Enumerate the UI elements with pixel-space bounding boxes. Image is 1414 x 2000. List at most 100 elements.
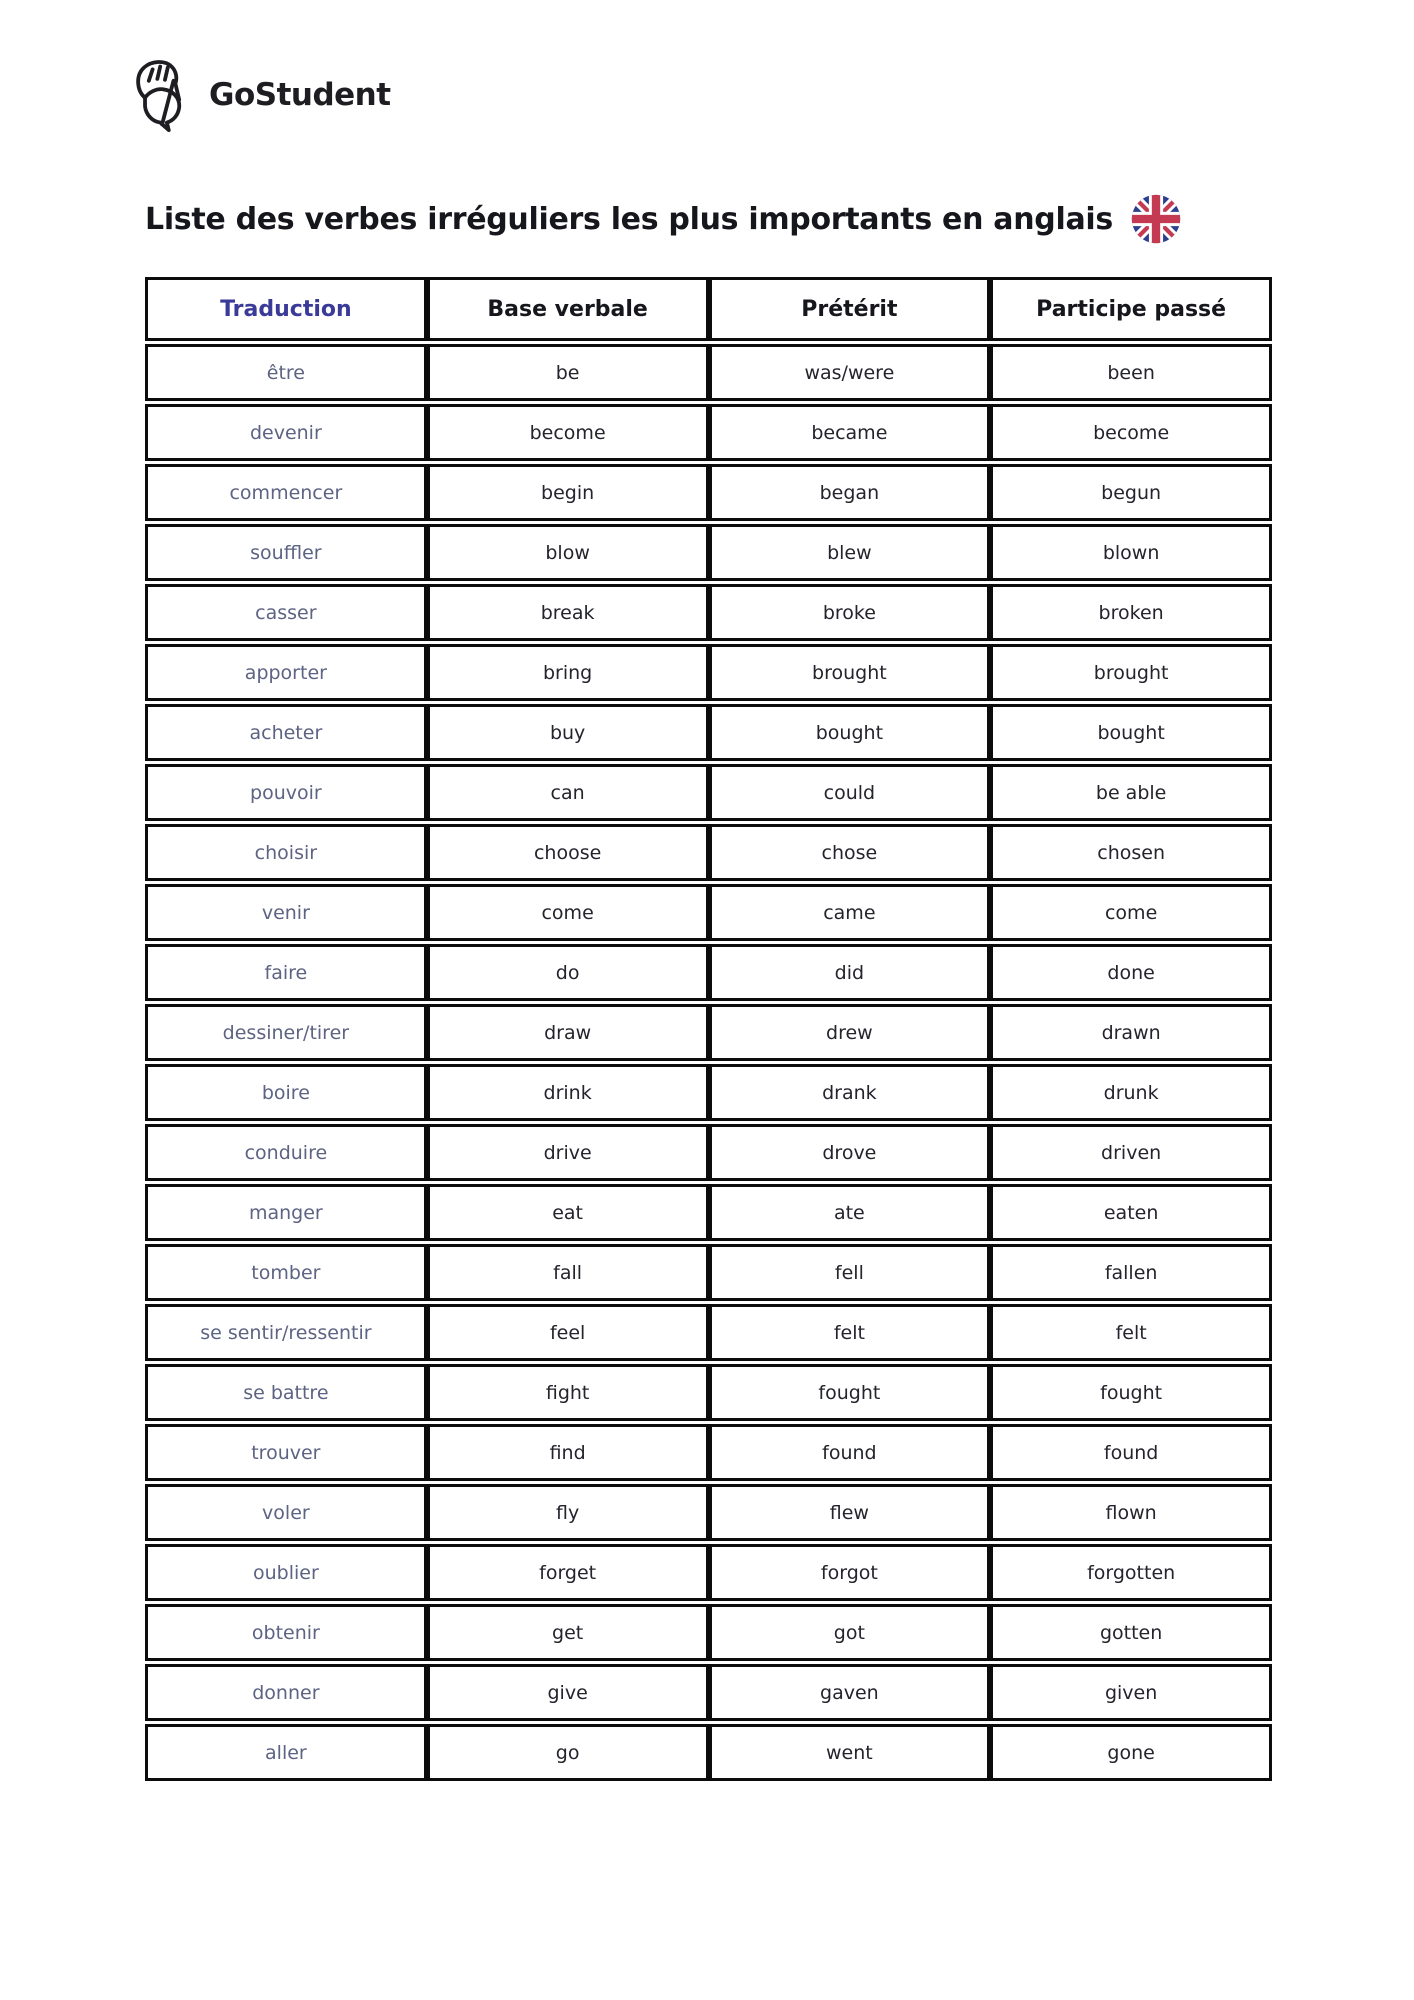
preterit-cell: got [708,1604,991,1661]
translation-cell: conduire [145,1124,427,1181]
base-verbale-cell: can [426,764,709,821]
table-row: casser break broke broken [145,584,1272,641]
translation-cell: devenir [145,404,427,461]
translation-cell: donner [145,1664,427,1721]
preterit-cell: brought [708,644,991,701]
base-verbale-cell: go [426,1724,709,1781]
preterit-cell: felt [708,1304,991,1361]
table-row: oublier forget forgot forgotten [145,1544,1272,1601]
translation-cell: obtenir [145,1604,427,1661]
participe-passe-cell: drawn [990,1004,1272,1061]
translation-cell: boire [145,1064,427,1121]
table-row: apporter bring brought brought [145,644,1272,701]
translation-cell: commencer [145,464,427,521]
table-row: manger eat ate eaten [145,1184,1272,1241]
preterit-cell: flew [708,1484,991,1541]
page: GoStudent Liste des verbes irréguliers l… [133,58,1272,1784]
verbs-table: Traduction Base verbale Prétérit Partici… [145,274,1272,1784]
table-row: se battre fight fought fought [145,1364,1272,1421]
preterit-cell: came [708,884,991,941]
base-verbale-cell: fall [426,1244,709,1301]
table-row: trouver find found found [145,1424,1272,1481]
preterit-cell: began [708,464,991,521]
preterit-cell: did [708,944,991,1001]
base-verbale-cell: fight [426,1364,709,1421]
translation-cell: casser [145,584,427,641]
verbs-table-body: être be was/were been devenir become became bec… [145,344,1272,1781]
base-verbale-cell: forget [426,1544,709,1601]
participe-passe-cell: done [990,944,1272,1001]
translation-cell: choisir [145,824,427,881]
participe-passe-cell: found [990,1424,1272,1481]
translation-cell: être [145,344,427,401]
table-row: souffler blow blew blown [145,524,1272,581]
table-row: aller go went gone [145,1724,1272,1781]
base-verbale-cell: choose [426,824,709,881]
base-verbale-cell: do [426,944,709,1001]
title-row: Liste des verbes irréguliers les plus im… [145,194,1272,244]
base-verbale-cell: fly [426,1484,709,1541]
table-row: pouvoir can could be able [145,764,1272,821]
participe-passe-cell: chosen [990,824,1272,881]
participe-passe-cell: fallen [990,1244,1272,1301]
header-cell-traduction: Traduction [145,277,427,341]
table-row: se sentir/ressentir feel felt felt [145,1304,1272,1361]
participe-passe-cell: begun [990,464,1272,521]
brand-name: GoStudent [209,77,391,113]
base-verbale-cell: begin [426,464,709,521]
participe-passe-cell: fought [990,1364,1272,1421]
preterit-cell: went [708,1724,991,1781]
base-verbale-cell: be [426,344,709,401]
participe-passe-cell: become [990,404,1272,461]
participe-passe-cell: felt [990,1304,1272,1361]
base-verbale-cell: eat [426,1184,709,1241]
table-row: acheter buy bought bought [145,704,1272,761]
translation-cell: manger [145,1184,427,1241]
translation-cell: pouvoir [145,764,427,821]
base-verbale-cell: come [426,884,709,941]
preterit-cell: chose [708,824,991,881]
preterit-cell: became [708,404,991,461]
participe-passe-cell: forgotten [990,1544,1272,1601]
participe-passe-cell: driven [990,1124,1272,1181]
participe-passe-cell: gotten [990,1604,1272,1661]
translation-cell: se battre [145,1364,427,1421]
table-row: dessiner/tirer draw drew drawn [145,1004,1272,1061]
gostudent-logo-icon [136,60,182,132]
base-verbale-cell: break [426,584,709,641]
preterit-cell: broke [708,584,991,641]
preterit-cell: was/were [708,344,991,401]
participe-passe-cell: come [990,884,1272,941]
table-row: obtenir get got gotten [145,1604,1272,1661]
base-verbale-cell: feel [426,1304,709,1361]
table-row: choisir choose chose chosen [145,824,1272,881]
preterit-cell: drank [708,1064,991,1121]
table-row: boire drink drank drunk [145,1064,1272,1121]
base-verbale-cell: find [426,1424,709,1481]
table-row: conduire drive drove driven [145,1124,1272,1181]
table-row: faire do did done [145,944,1272,1001]
participe-passe-cell: gone [990,1724,1272,1781]
base-verbale-cell: bring [426,644,709,701]
base-verbale-cell: get [426,1604,709,1661]
table-row: commencer begin began begun [145,464,1272,521]
participe-passe-cell: broken [990,584,1272,641]
translation-cell: se sentir/ressentir [145,1304,427,1361]
table-row: venir come came come [145,884,1272,941]
participe-passe-cell: given [990,1664,1272,1721]
logo: GoStudent [133,58,1272,132]
preterit-cell: drew [708,1004,991,1061]
preterit-cell: blew [708,524,991,581]
base-verbale-cell: give [426,1664,709,1721]
translation-cell: acheter [145,704,427,761]
header-row: Traduction Base verbale Prétérit Partici… [145,277,1272,341]
table-row: voler fly flew flown [145,1484,1272,1541]
participe-passe-cell: been [990,344,1272,401]
participe-passe-cell: brought [990,644,1272,701]
translation-cell: aller [145,1724,427,1781]
base-verbale-cell: draw [426,1004,709,1061]
translation-cell: trouver [145,1424,427,1481]
base-verbale-cell: become [426,404,709,461]
participe-passe-cell: blown [990,524,1272,581]
translation-cell: faire [145,944,427,1001]
